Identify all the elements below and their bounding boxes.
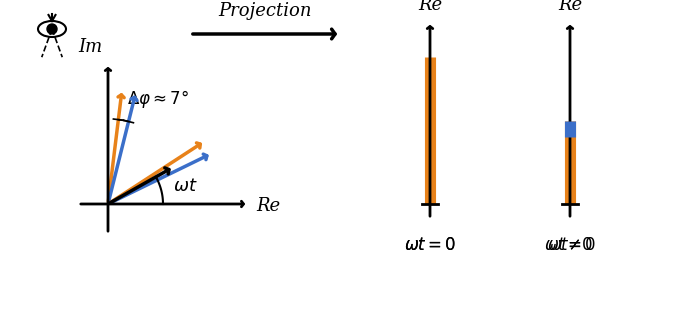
Text: $\omega t \neq 0$: $\omega t \neq 0$ [544,237,596,254]
Text: Re: Re [558,0,582,14]
Text: Projection: Projection [219,2,312,20]
Text: $\omega t = 0$: $\omega t = 0$ [404,237,456,254]
Circle shape [47,24,57,34]
Text: $\Delta\varphi \approx 7°$: $\Delta\varphi \approx 7°$ [127,88,190,110]
Text: $ωt = 0$: $ωt = 0$ [404,237,456,254]
Text: Re: Re [418,0,442,14]
Text: Re: Re [256,197,280,215]
Text: $\omega t$: $\omega t$ [173,177,198,195]
Text: Im: Im [79,38,103,56]
Text: $ωt ≠ 0$: $ωt ≠ 0$ [547,237,593,254]
